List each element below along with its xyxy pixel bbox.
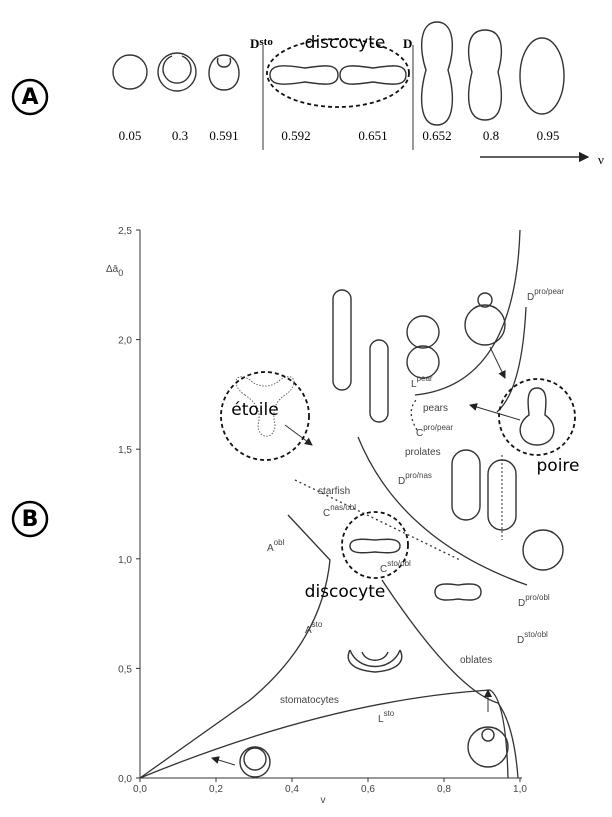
label-main: D (517, 635, 524, 646)
label-sup: nas/obl (330, 503, 356, 512)
y-tick-label: 2,5 (118, 226, 132, 237)
curve-label: Lsto (378, 709, 395, 725)
reduced-volume: 0.651 (358, 128, 387, 143)
y-axis-label: Δā0 (106, 264, 123, 278)
nu-label: ν (598, 152, 604, 167)
y-tick-label: 0,0 (118, 774, 132, 785)
label-sup: sto (259, 36, 273, 48)
label-sup: pro/nas (405, 471, 432, 480)
curve-label: Asto (305, 620, 323, 636)
d-label: D (403, 36, 412, 51)
curve-label: Aobl (267, 538, 285, 554)
curve-label: Lpear (411, 374, 433, 390)
label-sup: obl (274, 538, 285, 547)
reduced-volume: 0.592 (281, 128, 310, 143)
label-sup: sto/obl (524, 630, 548, 639)
label-sup: sto/obl (387, 559, 411, 568)
label-sub: 0 (118, 268, 123, 278)
region-label: prolates (405, 447, 441, 458)
figure: A Dsto discocyte D ν 0.050.30.5910.5920.… (0, 0, 612, 817)
region-label: oblates (460, 655, 492, 666)
curve-label: Cnas/obl (323, 503, 356, 519)
reduced-volume: 0.05 (119, 128, 142, 143)
x-tick-label: 0,8 (437, 784, 451, 795)
d-sto-label: Dsto (250, 36, 273, 51)
panel-label: A (21, 85, 38, 110)
label-sup: sto (384, 709, 395, 718)
label-sup: pro/pear (534, 287, 564, 296)
region-label: pears (423, 403, 448, 414)
y-tick-label: 1,0 (118, 555, 132, 566)
region-label: stomatocytes (280, 695, 339, 706)
label-main: C (416, 428, 423, 439)
label-sup: pear (417, 374, 433, 383)
label-main: Δā (106, 264, 119, 275)
label-main: D (398, 476, 405, 487)
reduced-volumes: 0.05 0.3 0.591 0.592 0.651 0.652 0.8 0.95 (119, 128, 560, 143)
reduced-volume: 0.591 (209, 128, 238, 143)
x-tick-label: 0,2 (209, 784, 223, 795)
label-main: D (250, 36, 259, 51)
curve-label: Dpro/pear (527, 287, 564, 303)
label-main: C (380, 564, 387, 575)
y-tick-label: 1,5 (118, 445, 132, 456)
curve-label: Dpro/obl (518, 593, 550, 609)
curve-label: Cpro/pear (416, 423, 453, 439)
curve-label: Dsto/obl (517, 630, 548, 646)
x-tick-label: 0,4 (285, 784, 299, 795)
panel-label: B (22, 507, 39, 532)
reduced-volume: 0.652 (422, 128, 451, 143)
y-tick-label: 0,5 (118, 664, 132, 675)
curve-label: Csto/obl (380, 559, 411, 575)
region-label: starfish (318, 486, 350, 497)
label-sup: pro/obl (525, 593, 550, 602)
x-tick-label: 0,6 (361, 784, 375, 795)
reduced-volume: 0.95 (537, 128, 560, 143)
label-main: D (527, 292, 534, 303)
label-main: D (518, 598, 525, 609)
label-sup: sto (312, 620, 323, 629)
x-axis-label: v (321, 795, 326, 806)
curve-label: Dpro/nas (398, 471, 432, 487)
phase-diagram (140, 230, 575, 778)
annotation: poire (537, 456, 580, 476)
annotation: discocyte (305, 582, 386, 602)
label-main: C (323, 508, 330, 519)
label-sup: pro/pear (423, 423, 453, 432)
reduced-volume: 0.3 (172, 128, 188, 143)
x-tick-label: 1,0 (513, 784, 527, 795)
x-tick-label: 0,0 (133, 784, 147, 795)
reduced-volume: 0.8 (483, 128, 499, 143)
y-tick-label: 2,0 (118, 336, 132, 347)
annotation: étoile (231, 400, 278, 420)
discocyte-header: discocyte (305, 33, 386, 53)
